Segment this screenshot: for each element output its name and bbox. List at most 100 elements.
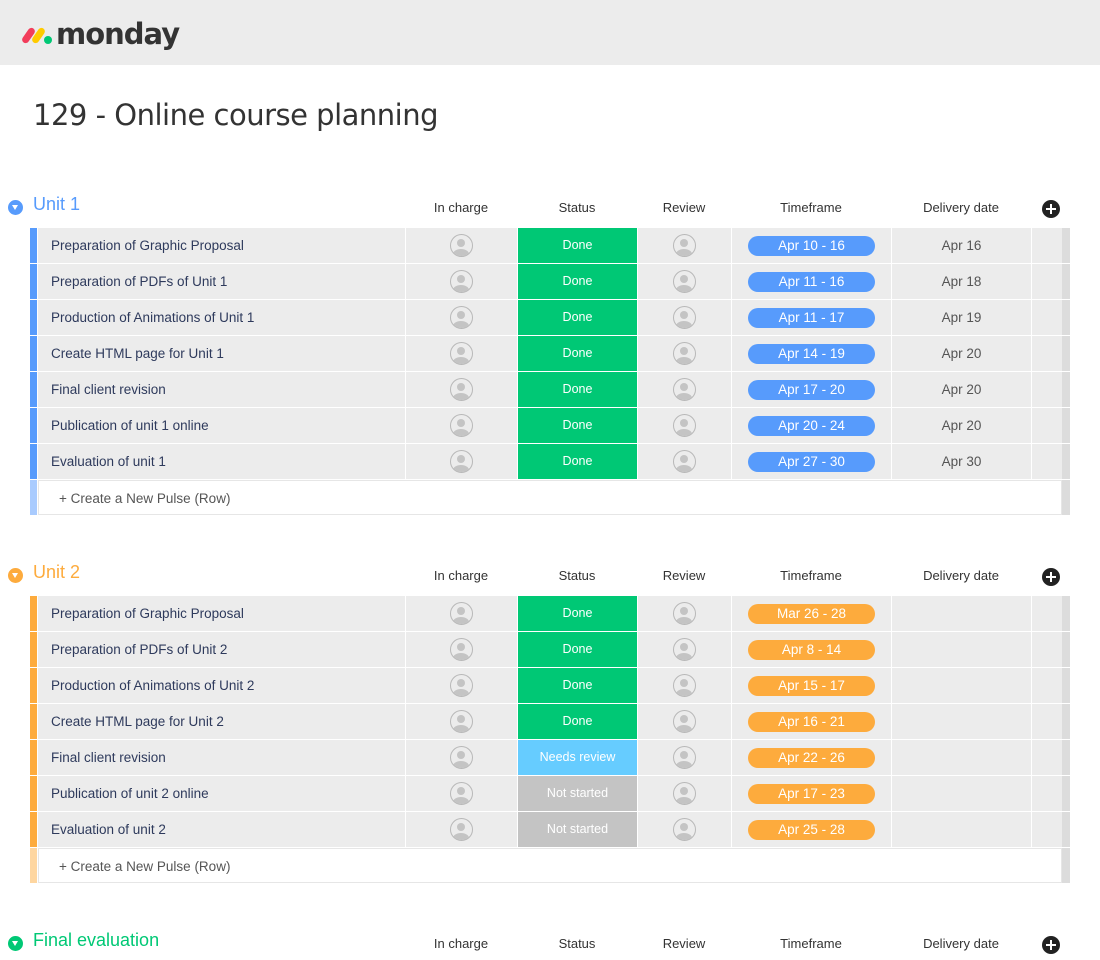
- item-name-cell[interactable]: Create HTML page for Unit 2: [38, 704, 405, 739]
- person-avatar-icon[interactable]: [673, 414, 696, 437]
- column-header-status[interactable]: Status: [558, 936, 596, 951]
- delivery-date-cell[interactable]: Apr 20: [892, 408, 1031, 443]
- column-header-review[interactable]: Review: [662, 936, 706, 951]
- person-avatar-icon[interactable]: [673, 234, 696, 257]
- delivery-date-cell[interactable]: Apr 19: [892, 300, 1031, 335]
- group-title[interactable]: Unit 2: [33, 562, 81, 582]
- review-cell[interactable]: [638, 408, 731, 443]
- delivery-date-cell[interactable]: [892, 776, 1031, 811]
- timeframe-cell[interactable]: Apr 10 - 16: [732, 228, 891, 263]
- delivery-date-cell[interactable]: Apr 30: [892, 444, 1031, 479]
- review-cell[interactable]: [638, 228, 731, 263]
- review-cell[interactable]: [638, 372, 731, 407]
- item-name-cell[interactable]: Production of Animations of Unit 2: [38, 668, 405, 703]
- person-avatar-icon[interactable]: [450, 602, 473, 625]
- item-name-cell[interactable]: Final client revision: [38, 740, 405, 775]
- person-avatar-icon[interactable]: [673, 710, 696, 733]
- review-cell[interactable]: [638, 704, 731, 739]
- delivery-date-cell[interactable]: [892, 740, 1031, 775]
- column-header-timeframe[interactable]: Timeframe: [780, 568, 842, 583]
- person-avatar-icon[interactable]: [673, 450, 696, 473]
- column-header-delivery-date[interactable]: Delivery date: [923, 200, 999, 215]
- item-name-cell[interactable]: Preparation of PDFs of Unit 1: [38, 264, 405, 299]
- timeframe-cell[interactable]: Mar 26 - 28: [732, 596, 891, 631]
- status-cell[interactable]: Done: [518, 704, 637, 739]
- timeframe-cell[interactable]: Apr 11 - 17: [732, 300, 891, 335]
- review-cell[interactable]: [638, 740, 731, 775]
- review-cell[interactable]: [638, 444, 731, 479]
- person-avatar-icon[interactable]: [450, 450, 473, 473]
- table-row[interactable]: Preparation of PDFs of Unit 2 Done Apr 8 -…: [30, 632, 1070, 668]
- in-charge-cell[interactable]: [406, 444, 517, 479]
- person-avatar-icon[interactable]: [673, 746, 696, 769]
- in-charge-cell[interactable]: [406, 740, 517, 775]
- person-avatar-icon[interactable]: [450, 378, 473, 401]
- column-header-in-charge[interactable]: In charge: [433, 200, 489, 215]
- table-row[interactable]: Publication of unit 1 online Done Apr 20 -…: [30, 408, 1070, 444]
- item-name-cell[interactable]: Create HTML page for Unit 1: [38, 336, 405, 371]
- timeframe-cell[interactable]: Apr 27 - 30: [732, 444, 891, 479]
- person-avatar-icon[interactable]: [673, 782, 696, 805]
- collapse-chevron-icon[interactable]: [8, 936, 23, 951]
- in-charge-cell[interactable]: [406, 704, 517, 739]
- delivery-date-cell[interactable]: Apr 16: [892, 228, 1031, 263]
- table-row[interactable]: Final client revision Needs review Apr 22 …: [30, 740, 1070, 776]
- in-charge-cell[interactable]: [406, 408, 517, 443]
- in-charge-cell[interactable]: [406, 300, 517, 335]
- person-avatar-icon[interactable]: [673, 674, 696, 697]
- column-header-delivery-date[interactable]: Delivery date: [923, 568, 999, 583]
- person-avatar-icon[interactable]: [450, 638, 473, 661]
- status-cell[interactable]: Not started: [518, 812, 637, 847]
- status-cell[interactable]: Not started: [518, 776, 637, 811]
- in-charge-cell[interactable]: [406, 596, 517, 631]
- table-row[interactable]: Evaluation of unit 1 Done Apr 27 - 30 Apr 3…: [30, 444, 1070, 480]
- status-cell[interactable]: Done: [518, 300, 637, 335]
- timeframe-cell[interactable]: Apr 17 - 20: [732, 372, 891, 407]
- review-cell[interactable]: [638, 632, 731, 667]
- table-row[interactable]: Publication of unit 2 online Not started A…: [30, 776, 1070, 812]
- delivery-date-cell[interactable]: [892, 596, 1031, 631]
- group-title[interactable]: Final evaluation: [33, 930, 160, 950]
- table-row[interactable]: Create HTML page for Unit 2 Done Apr 16 - …: [30, 704, 1070, 740]
- review-cell[interactable]: [638, 596, 731, 631]
- table-row[interactable]: Create HTML page for Unit 1 Done Apr 14 - …: [30, 336, 1070, 372]
- table-row[interactable]: Evaluation of unit 2 Not started Apr 25 - …: [30, 812, 1070, 848]
- person-avatar-icon[interactable]: [450, 270, 473, 293]
- column-header-delivery-date[interactable]: Delivery date: [923, 936, 999, 951]
- table-row[interactable]: Preparation of PDFs of Unit 1 Done Apr 11 …: [30, 264, 1070, 300]
- delivery-date-cell[interactable]: Apr 20: [892, 336, 1031, 371]
- delivery-date-cell[interactable]: [892, 812, 1031, 847]
- status-cell[interactable]: Done: [518, 596, 637, 631]
- in-charge-cell[interactable]: [406, 336, 517, 371]
- timeframe-cell[interactable]: Apr 25 - 28: [732, 812, 891, 847]
- timeframe-cell[interactable]: Apr 11 - 16: [732, 264, 891, 299]
- timeframe-cell[interactable]: Apr 14 - 19: [732, 336, 891, 371]
- group-title[interactable]: Unit 1: [33, 194, 81, 214]
- timeframe-cell[interactable]: Apr 16 - 21: [732, 704, 891, 739]
- table-row[interactable]: Preparation of Graphic Proposal Done Apr 1…: [30, 228, 1070, 264]
- new-row-input[interactable]: + Create a New Pulse (Row): [38, 848, 1062, 883]
- monday-logo[interactable]: monday: [20, 17, 180, 51]
- in-charge-cell[interactable]: [406, 228, 517, 263]
- status-cell[interactable]: Done: [518, 372, 637, 407]
- column-header-review[interactable]: Review: [662, 200, 706, 215]
- in-charge-cell[interactable]: [406, 776, 517, 811]
- status-cell[interactable]: Done: [518, 408, 637, 443]
- review-cell[interactable]: [638, 300, 731, 335]
- table-row[interactable]: Production of Animations of Unit 2 Done Ap…: [30, 668, 1070, 704]
- column-header-timeframe[interactable]: Timeframe: [780, 200, 842, 215]
- person-avatar-icon[interactable]: [673, 818, 696, 841]
- new-row-input[interactable]: + Create a New Pulse (Row): [38, 480, 1062, 515]
- review-cell[interactable]: [638, 264, 731, 299]
- item-name-cell[interactable]: Publication of unit 1 online: [38, 408, 405, 443]
- status-cell[interactable]: Done: [518, 228, 637, 263]
- in-charge-cell[interactable]: [406, 264, 517, 299]
- item-name-cell[interactable]: Final client revision: [38, 372, 405, 407]
- status-cell[interactable]: Done: [518, 444, 637, 479]
- timeframe-cell[interactable]: Apr 20 - 24: [732, 408, 891, 443]
- column-header-review[interactable]: Review: [662, 568, 706, 583]
- person-avatar-icon[interactable]: [450, 710, 473, 733]
- person-avatar-icon[interactable]: [450, 818, 473, 841]
- review-cell[interactable]: [638, 668, 731, 703]
- collapse-chevron-icon[interactable]: [8, 200, 23, 215]
